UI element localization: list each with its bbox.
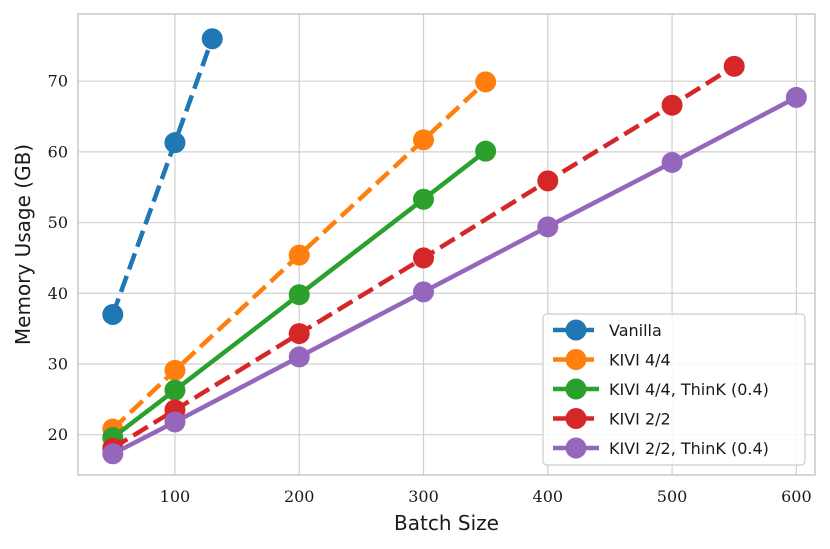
y-tick-label: 30 (48, 354, 68, 373)
data-point (164, 132, 186, 154)
series-layer (102, 28, 807, 465)
data-point (537, 170, 559, 192)
legend-marker (565, 319, 587, 341)
x-tick-label: 100 (160, 487, 191, 506)
legend-entry: KIVI 2/2, ThinK (0.4) (553, 437, 769, 459)
legend-marker (565, 408, 587, 429)
data-point (537, 216, 559, 238)
x-tick-label: 400 (533, 487, 564, 506)
x-axis-label: Batch Size (394, 511, 499, 535)
legend-marker (565, 349, 587, 370)
data-point (475, 71, 497, 93)
y-tick-label: 70 (48, 72, 68, 91)
data-point (785, 86, 807, 108)
data-point (475, 140, 497, 162)
legend-entry: KIVI 4/4, ThinK (0.4) (553, 378, 769, 400)
x-tick-label: 600 (781, 487, 812, 506)
data-point (164, 359, 186, 381)
x-tick-label: 300 (408, 487, 439, 506)
legend-label: KIVI 2/2 (609, 410, 671, 429)
data-point (661, 151, 683, 173)
data-point (723, 55, 745, 77)
legend-label: KIVI 2/2, ThinK (0.4) (609, 439, 769, 458)
data-point (288, 323, 310, 345)
y-tick-label: 20 (48, 425, 68, 444)
data-point (102, 303, 124, 325)
legend-label: Vanilla (609, 321, 662, 340)
y-axis-label: Memory Usage (GB) (11, 144, 35, 345)
x-tick-label: 500 (657, 487, 688, 506)
data-point (413, 247, 435, 269)
data-point (661, 94, 683, 116)
legend-marker (565, 437, 587, 459)
data-point (102, 443, 124, 465)
legend-label: KIVI 4/4, ThinK (0.4) (609, 380, 769, 399)
data-point (288, 244, 310, 266)
legend-label: KIVI 4/4 (609, 351, 671, 370)
y-tick-label: 40 (48, 284, 68, 303)
legend-entry: Vanilla (553, 319, 662, 341)
data-point (201, 28, 223, 50)
legend-entry: KIVI 4/4 (553, 349, 671, 370)
series-line (110, 37, 215, 316)
data-point (164, 379, 186, 401)
data-point (288, 284, 310, 306)
y-tick-label: 50 (48, 213, 68, 232)
data-point (413, 281, 435, 303)
data-point (413, 129, 435, 151)
x-tick-label: 200 (284, 487, 315, 506)
legend-box (542, 313, 806, 466)
legend-marker (565, 378, 587, 400)
data-point (164, 411, 186, 433)
legend: Vanilla KIVI 4/4 KIVI 4/4, ThinK (0.4) KIVI… (542, 313, 806, 466)
legend-entry: KIVI 2/2 (553, 408, 671, 429)
plot-frame (77, 13, 816, 476)
data-point (413, 188, 435, 210)
series-group (102, 86, 807, 465)
data-point (288, 346, 310, 368)
tick-layer: 100 200 300 400 500 600 20 30 40 50 60 70 (48, 72, 812, 506)
series-group (102, 28, 223, 325)
y-tick-label: 60 (48, 142, 68, 161)
